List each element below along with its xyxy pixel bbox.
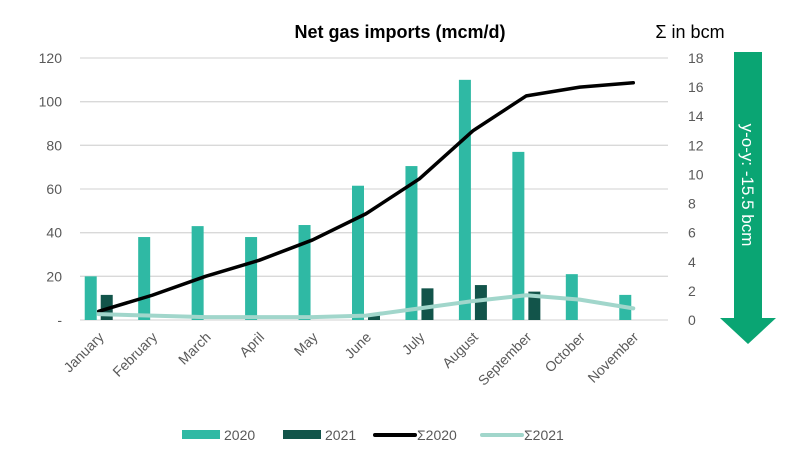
right-tick-label: 6 bbox=[688, 225, 696, 241]
x-tick-label: November bbox=[584, 329, 641, 386]
line-sum2020 bbox=[96, 80, 636, 314]
x-tick-label: May bbox=[291, 329, 321, 359]
left-tick-label: 100 bbox=[39, 94, 63, 110]
bar-2020-april bbox=[245, 237, 258, 320]
x-tick-label: September bbox=[475, 329, 535, 389]
bar-2020-may bbox=[298, 225, 311, 320]
right-tick-label: 12 bbox=[688, 137, 704, 153]
right-axis-title: Σ in bcm bbox=[655, 22, 724, 42]
right-tick-label: 18 bbox=[688, 50, 704, 66]
bar-2020-august bbox=[458, 79, 471, 320]
left-tick-label: - bbox=[57, 312, 62, 328]
yoy-annotation: y-o-y: -15.5 bcm bbox=[738, 124, 757, 247]
left-tick-label: 120 bbox=[39, 50, 63, 66]
legend: 2020 2021 Σ2020 Σ2021 bbox=[182, 427, 564, 443]
line-sum2021 bbox=[96, 293, 636, 320]
bar-2020-january bbox=[84, 276, 97, 320]
bar-2020-july bbox=[405, 166, 418, 320]
right-tick-label: 2 bbox=[688, 283, 696, 299]
legend-label: 2020 bbox=[224, 427, 255, 443]
left-tick-label: 40 bbox=[46, 225, 62, 241]
bar-2020-september bbox=[512, 151, 525, 320]
x-tick-label: October bbox=[541, 329, 588, 376]
legend-swatch bbox=[182, 430, 220, 439]
bar-2020-february bbox=[138, 237, 151, 320]
x-tick-label: March bbox=[175, 329, 214, 368]
legend-swatch bbox=[283, 430, 321, 439]
legend-label: Σ2021 bbox=[524, 427, 564, 443]
right-tick-label: 4 bbox=[688, 254, 696, 270]
x-tick-label: February bbox=[109, 329, 160, 380]
x-tick-label: April bbox=[236, 329, 267, 360]
bar-2020-june bbox=[352, 185, 364, 320]
yoy-arrow: y-o-y: -15.5 bcm bbox=[720, 52, 776, 344]
right-tick-label: 14 bbox=[688, 108, 704, 124]
legend-label: Σ2020 bbox=[417, 427, 457, 443]
right-tick-label: 8 bbox=[688, 196, 696, 212]
right-tick-label: 10 bbox=[688, 166, 704, 182]
chart-title: Net gas imports (mcm/d) bbox=[294, 22, 505, 42]
left-tick-label: 20 bbox=[46, 268, 62, 284]
bar-2020-march bbox=[191, 226, 204, 320]
x-tick-label: June bbox=[341, 329, 374, 362]
bar-2021-june bbox=[368, 315, 380, 320]
x-tick-label: July bbox=[399, 329, 428, 358]
x-tick-label: January bbox=[60, 329, 107, 376]
right-tick-label: 16 bbox=[688, 79, 704, 95]
down-arrow-icon bbox=[720, 52, 776, 344]
bar-2021-september bbox=[528, 291, 541, 320]
x-tick-label: August bbox=[439, 329, 481, 371]
left-tick-label: 80 bbox=[46, 137, 62, 153]
bar-2021-july bbox=[421, 288, 434, 320]
legend-label: 2021 bbox=[325, 427, 356, 443]
bar-2021-august bbox=[474, 285, 487, 320]
right-tick-label: 0 bbox=[688, 312, 696, 328]
left-tick-label: 60 bbox=[46, 181, 62, 197]
